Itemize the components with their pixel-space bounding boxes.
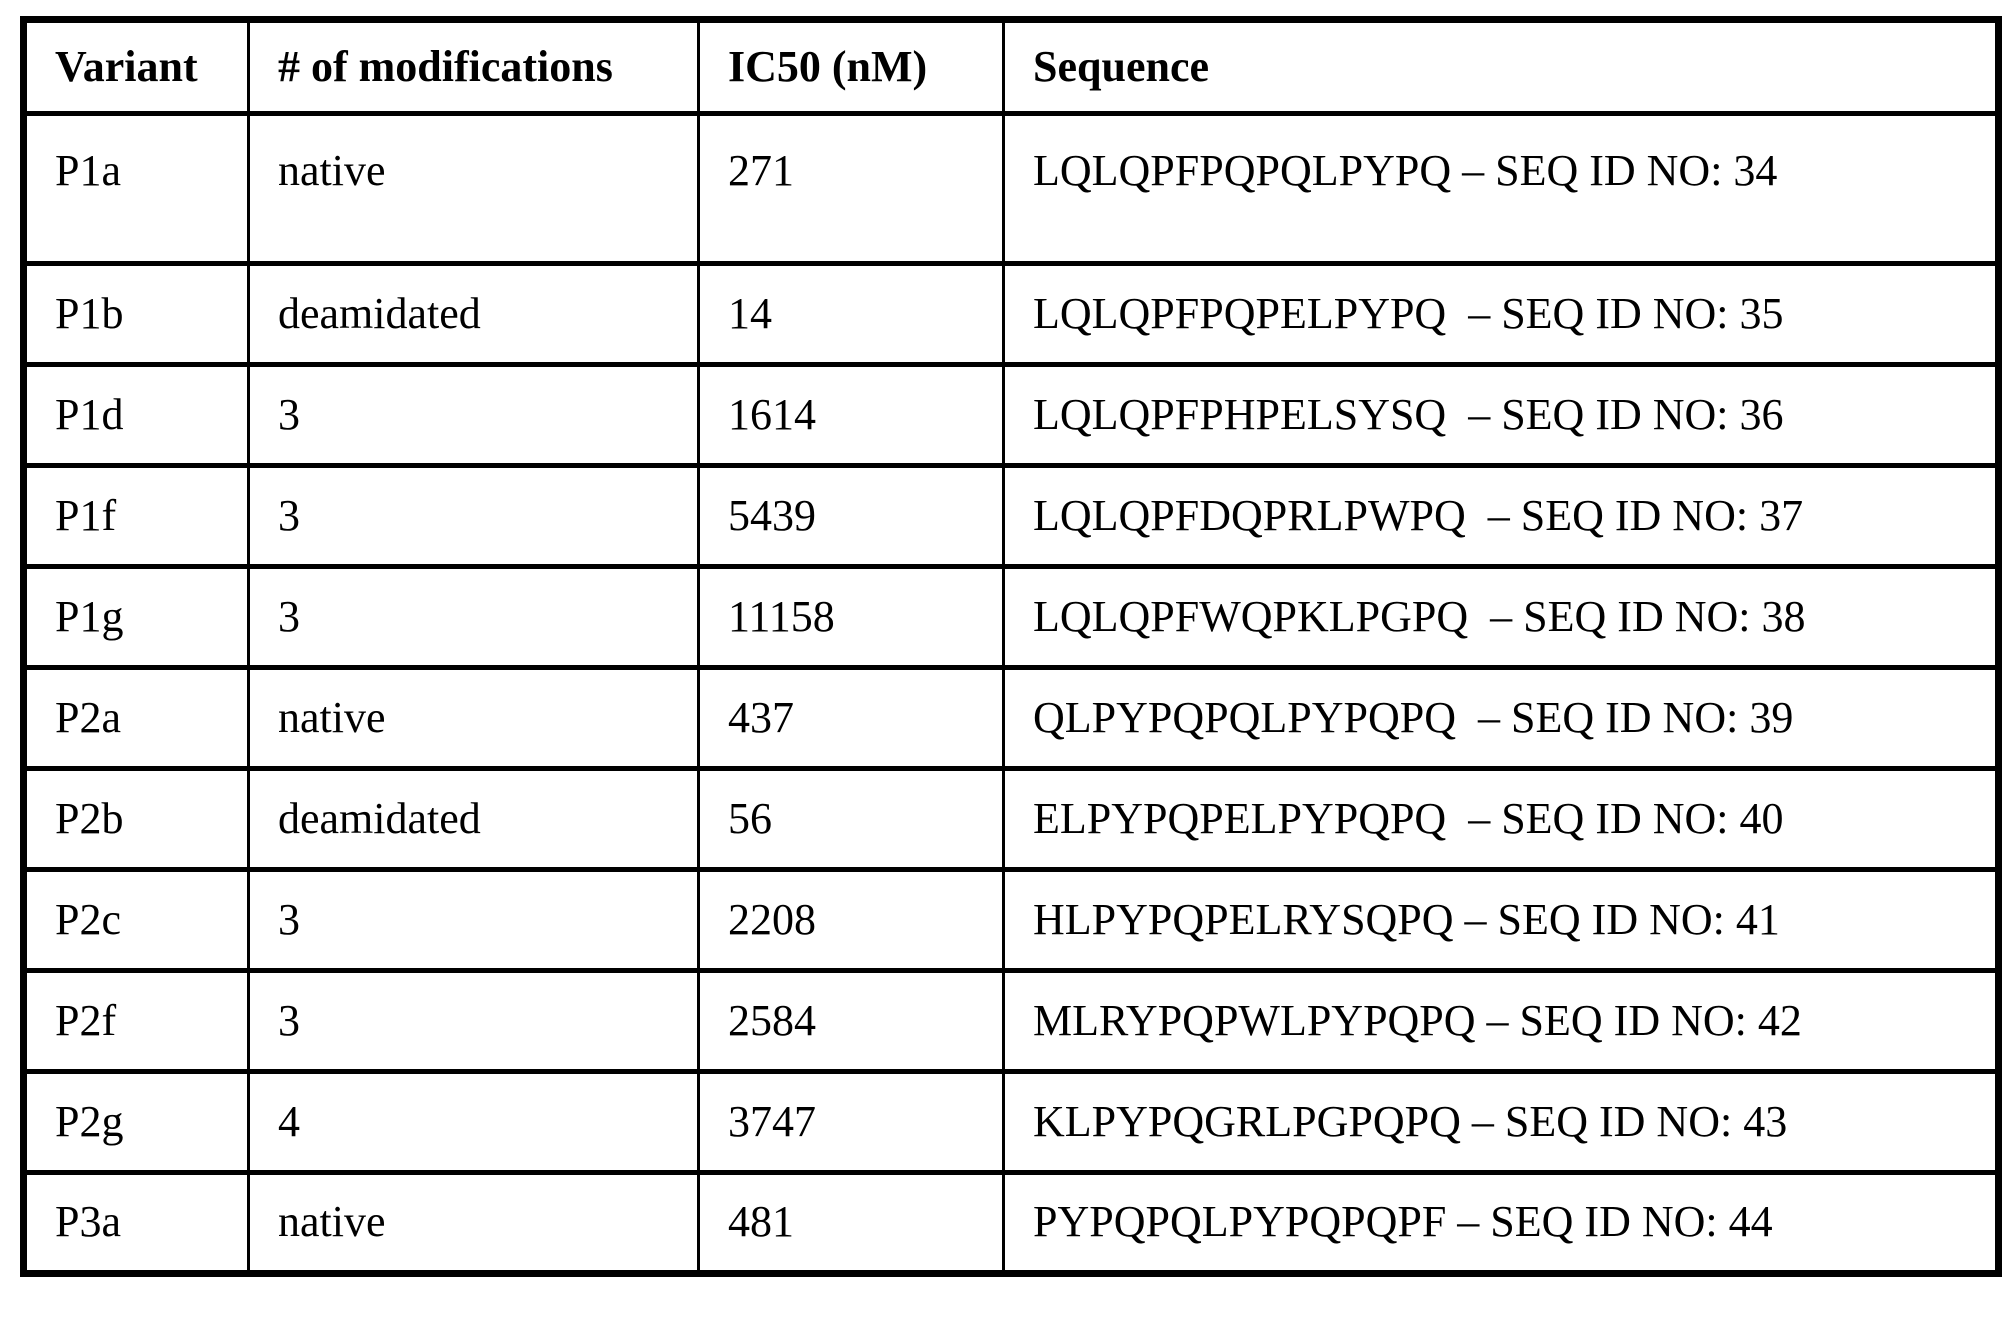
table-row: P1b deamidated 14 LQLQPFPQPELPYPQ – SEQ …	[22, 262, 2000, 366]
cell-modifications: deamidated	[247, 262, 700, 366]
cell-variant: P1f	[22, 464, 250, 568]
cell-modifications: 3	[247, 969, 700, 1073]
cell-modifications: 3	[247, 565, 700, 669]
cell-ic50: 14	[697, 262, 1005, 366]
cell-ic50: 56	[697, 767, 1005, 871]
cell-ic50: 2208	[697, 868, 1005, 972]
cell-variant: P1b	[22, 262, 250, 366]
cell-modifications: native	[247, 666, 700, 770]
cell-variant: P1g	[22, 565, 250, 669]
cell-variant: P3a	[22, 1171, 250, 1275]
cell-variant: P2g	[22, 1070, 250, 1174]
cell-ic50: 3747	[697, 1070, 1005, 1174]
cell-sequence: LQLQPFPHPELSYSQ – SEQ ID NO: 36	[1002, 363, 2000, 467]
cell-sequence: PYPQPQLPYPQPQPF – SEQ ID NO: 44	[1002, 1171, 2000, 1275]
cell-sequence: QLPYPQPQLPYPQPQ – SEQ ID NO: 39	[1002, 666, 2000, 770]
column-header-modifications: # of modifications	[247, 18, 700, 115]
cell-sequence: ELPYPQPELPYPQPQ – SEQ ID NO: 40	[1002, 767, 2000, 871]
cell-modifications: 4	[247, 1070, 700, 1174]
cell-ic50: 11158	[697, 565, 1005, 669]
cell-sequence: LQLQPFDQPRLPWPQ – SEQ ID NO: 37	[1002, 464, 2000, 568]
cell-variant: P2a	[22, 666, 250, 770]
peptide-variants-table: Variant # of modifications IC50 (nM) Seq…	[20, 16, 2002, 1277]
cell-ic50: 1614	[697, 363, 1005, 467]
table-row: P1g 3 11158 LQLQPFWQPKLPGPQ – SEQ ID NO:…	[22, 565, 2000, 669]
cell-ic50: 437	[697, 666, 1005, 770]
column-header-sequence: Sequence	[1002, 18, 2000, 115]
cell-modifications: 3	[247, 363, 700, 467]
cell-modifications: deamidated	[247, 767, 700, 871]
cell-variant: P2f	[22, 969, 250, 1073]
table-row: P2g 4 3747 KLPYPQGRLPGPQPQ – SEQ ID NO: …	[22, 1070, 2000, 1174]
cell-variant: P2c	[22, 868, 250, 972]
cell-sequence: LQLQPFPQPQLPYPQ – SEQ ID NO: 34	[1002, 112, 2000, 265]
table-row: P2c 3 2208 HLPYPQPELRYSQPQ – SEQ ID NO: …	[22, 868, 2000, 972]
cell-modifications: 3	[247, 868, 700, 972]
table-row: P2a native 437 QLPYPQPQLPYPQPQ – SEQ ID …	[22, 666, 2000, 770]
table-row: P1a native 271 LQLQPFPQPQLPYPQ – SEQ ID …	[22, 112, 2000, 265]
cell-sequence: KLPYPQGRLPGPQPQ – SEQ ID NO: 43	[1002, 1070, 2000, 1174]
cell-modifications: 3	[247, 464, 700, 568]
cell-variant: P2b	[22, 767, 250, 871]
cell-variant: P1a	[22, 112, 250, 265]
cell-ic50: 2584	[697, 969, 1005, 1073]
cell-sequence: LQLQPFPQPELPYPQ – SEQ ID NO: 35	[1002, 262, 2000, 366]
header-row: Variant # of modifications IC50 (nM) Seq…	[22, 18, 2000, 115]
column-header-ic50: IC50 (nM)	[697, 18, 1005, 115]
table-row: P3a native 481 PYPQPQLPYPQPQPF – SEQ ID …	[22, 1171, 2000, 1275]
cell-ic50: 271	[697, 112, 1005, 265]
cell-variant: P1d	[22, 363, 250, 467]
cell-sequence: HLPYPQPELRYSQPQ – SEQ ID NO: 41	[1002, 868, 2000, 972]
cell-sequence: LQLQPFWQPKLPGPQ – SEQ ID NO: 38	[1002, 565, 2000, 669]
table-row: P2f 3 2584 MLRYPQPWLPYPQPQ – SEQ ID NO: …	[22, 969, 2000, 1073]
table-row: P1f 3 5439 LQLQPFDQPRLPWPQ – SEQ ID NO: …	[22, 464, 2000, 568]
cell-sequence: MLRYPQPWLPYPQPQ – SEQ ID NO: 42	[1002, 969, 2000, 1073]
cell-modifications: native	[247, 1171, 700, 1275]
table-row: P1d 3 1614 LQLQPFPHPELSYSQ – SEQ ID NO: …	[22, 363, 2000, 467]
table-row: P2b deamidated 56 ELPYPQPELPYPQPQ – SEQ …	[22, 767, 2000, 871]
cell-modifications: native	[247, 112, 700, 265]
cell-ic50: 481	[697, 1171, 1005, 1275]
cell-ic50: 5439	[697, 464, 1005, 568]
column-header-variant: Variant	[22, 18, 250, 115]
